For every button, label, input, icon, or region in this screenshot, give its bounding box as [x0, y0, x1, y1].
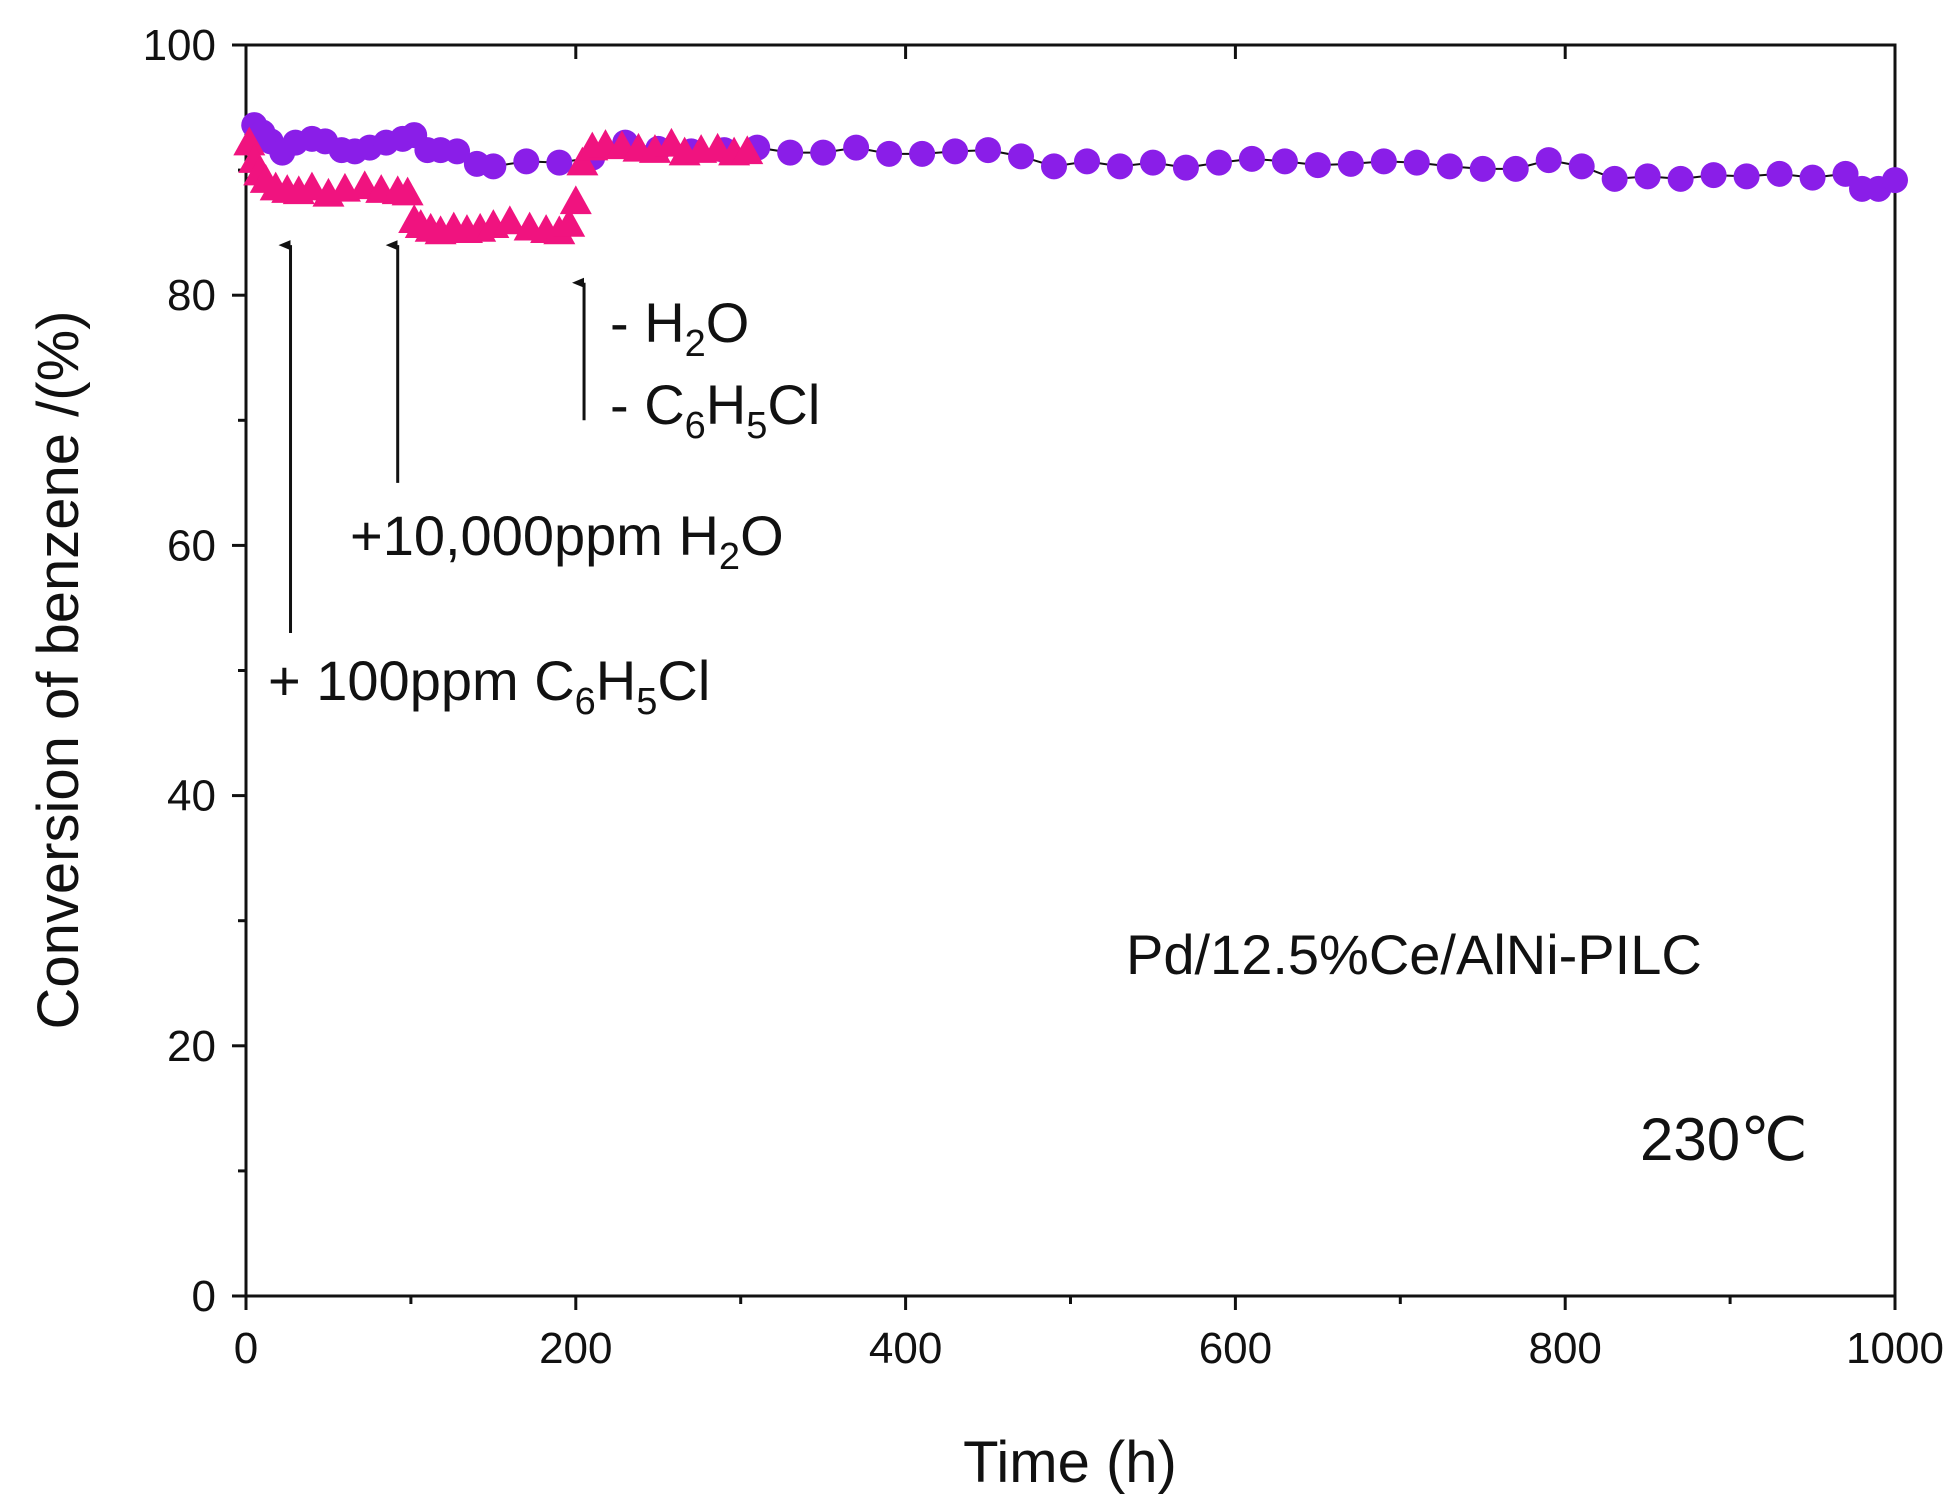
data-point — [513, 148, 540, 175]
data-point — [553, 207, 586, 237]
y-tick-label: 0 — [192, 1272, 216, 1321]
data-point — [810, 139, 837, 166]
subscript: 2 — [685, 323, 706, 365]
data-point — [1106, 153, 1133, 180]
x-tick-label: 0 — [234, 1324, 258, 1373]
annotation-part: Cl — [657, 649, 710, 712]
annotation-part: - H — [610, 291, 685, 354]
subscript: 6 — [575, 681, 596, 723]
y-axis-title: Conversion of benzene /(%) — [26, 311, 91, 1030]
annotation-part: Cl — [767, 373, 820, 436]
annotation-h2o-removed: - H2O - C6H5Cl — [572, 277, 820, 447]
y-tick-label: 60 — [167, 521, 216, 570]
data-point — [1469, 155, 1496, 182]
data-point — [1733, 163, 1760, 190]
subscript: 6 — [685, 405, 706, 447]
annotation-text: +10,000ppm H2O — [350, 504, 784, 578]
data-point — [566, 146, 599, 176]
data-point — [1882, 167, 1908, 194]
data-point — [876, 140, 903, 167]
data-point — [1799, 164, 1826, 191]
data-point — [1568, 153, 1595, 180]
data-point — [559, 185, 592, 215]
data-point — [1634, 163, 1661, 190]
data-point — [233, 126, 266, 156]
annotations: - H2O- C6H5Cl+10,000ppm H2O+ 100ppm C6H5… — [268, 240, 820, 723]
subscript: 2 — [719, 536, 740, 578]
annotation-text: + 100ppm C6H5Cl — [268, 649, 710, 723]
data-point — [843, 134, 870, 161]
annotation-text: - C6H5Cl — [610, 373, 820, 447]
annotation-part: O — [740, 504, 784, 567]
data-point — [493, 205, 526, 235]
temperature-label: 230℃ — [1640, 1106, 1808, 1173]
data-point — [1304, 152, 1331, 179]
data-point — [1238, 145, 1265, 172]
data-point — [1832, 160, 1859, 187]
data-point — [975, 137, 1002, 164]
data-point — [1766, 160, 1793, 187]
data-point — [1667, 165, 1694, 192]
data-point — [1008, 143, 1035, 170]
data-point — [1139, 149, 1166, 176]
data-point — [942, 138, 969, 165]
annotation-part: O — [706, 291, 750, 354]
series-circle — [241, 112, 1908, 202]
annotation-part: - C — [610, 373, 685, 436]
y-tick-label: 100 — [143, 21, 216, 70]
data-point — [480, 153, 507, 180]
y-tick-label: 40 — [167, 772, 216, 821]
annotation-water-added: +10,000ppm H2O — [350, 240, 784, 578]
annotation-part: + 100ppm C — [268, 649, 575, 712]
data-point — [1205, 149, 1232, 176]
annotation-part: H — [706, 373, 746, 436]
y-tick-label: 20 — [167, 1022, 216, 1071]
data-point — [1370, 148, 1397, 175]
x-tick-label: 1000 — [1846, 1324, 1944, 1373]
data-point — [1502, 155, 1529, 182]
data-point — [777, 139, 804, 166]
data-point — [1172, 154, 1199, 181]
annotation-part: +10,000ppm H — [350, 504, 719, 567]
data-point — [444, 138, 471, 165]
data-point — [1041, 153, 1068, 180]
axis-ticks: 0 200 400 600 800 1000 0 20 40 60 80 100 — [143, 21, 1944, 1373]
series-triangle — [233, 126, 764, 245]
data-point — [1073, 148, 1100, 175]
data-series — [233, 112, 1908, 245]
data-point — [1271, 148, 1298, 175]
data-point — [1436, 153, 1463, 180]
data-point — [1700, 162, 1727, 189]
data-point — [546, 149, 573, 176]
data-point — [391, 176, 424, 206]
annotation-part: H — [596, 649, 636, 712]
y-tick-label: 80 — [167, 271, 216, 320]
data-point — [909, 140, 936, 167]
x-tick-label: 800 — [1528, 1324, 1601, 1373]
subscript: 5 — [636, 681, 657, 723]
annotation-chlorobenzene-added: + 100ppm C6H5Cl — [268, 240, 710, 723]
x-tick-label: 200 — [539, 1324, 612, 1373]
x-axis-title: Time (h) — [963, 1430, 1177, 1495]
data-point — [1535, 147, 1562, 174]
data-point — [731, 135, 764, 165]
data-point — [1403, 149, 1430, 176]
data-point — [1601, 165, 1628, 192]
data-point — [1337, 150, 1364, 177]
annotation-text: - H2O — [610, 291, 749, 365]
x-tick-label: 400 — [869, 1324, 942, 1373]
subscript: 5 — [746, 405, 767, 447]
catalyst-label: Pd/12.5%Ce/AlNi-PILC — [1126, 923, 1702, 986]
x-tick-label: 600 — [1199, 1324, 1272, 1373]
